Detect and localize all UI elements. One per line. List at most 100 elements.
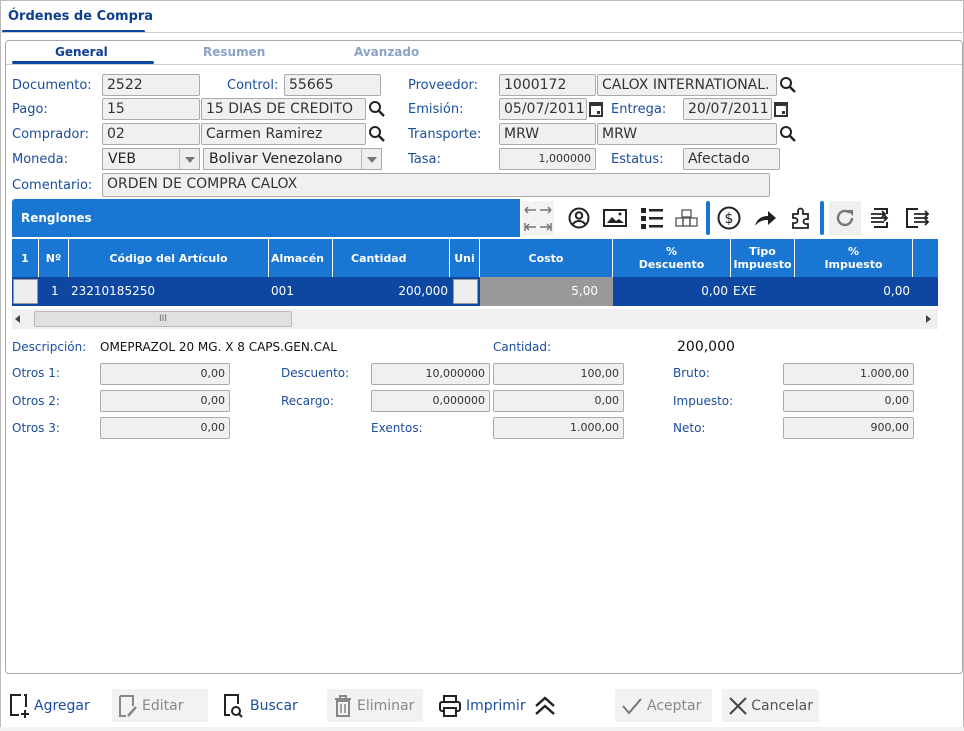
comentario-input[interactable]: ORDEN DE COMPRA CALOX bbox=[102, 173, 770, 197]
otros2-label: Otros 2: bbox=[12, 394, 60, 408]
comprador-name-input[interactable]: Carmen Ramirez bbox=[201, 123, 366, 145]
horizontal-scrollbar[interactable]: III bbox=[12, 309, 938, 329]
recargo-label: Recargo: bbox=[281, 394, 334, 408]
column-header[interactable]: Nº bbox=[39, 239, 69, 277]
tab-resumen[interactable]: Resumen bbox=[203, 45, 266, 59]
editar-label: Editar bbox=[142, 697, 184, 714]
search-icon[interactable] bbox=[368, 125, 386, 143]
recargo-pct-input[interactable]: 0,000000 bbox=[371, 390, 490, 412]
window-tab-underline bbox=[2, 30, 145, 33]
column-header[interactable]: % Impuesto bbox=[795, 239, 913, 277]
aceptar-button[interactable]: Aceptar bbox=[615, 689, 712, 722]
pago-code-input[interactable]: 15 bbox=[102, 98, 200, 120]
eliminar-button[interactable]: Eliminar bbox=[327, 689, 423, 722]
column-header[interactable]: Cantidad bbox=[333, 239, 450, 277]
descuento-label: Descuento: bbox=[281, 366, 350, 380]
cell-descuento[interactable]: 0,00 bbox=[701, 284, 728, 298]
moneda-name-select[interactable]: Bolivar Venezolano bbox=[203, 148, 382, 170]
calendar-icon[interactable] bbox=[774, 101, 788, 117]
editar-button[interactable]: Editar bbox=[112, 689, 208, 722]
share-icon[interactable] bbox=[749, 201, 781, 235]
cell-codigo[interactable]: 23210185250 bbox=[71, 284, 155, 298]
exentos-label: Exentos: bbox=[371, 421, 423, 435]
column-header[interactable]: % Descuento bbox=[613, 239, 731, 277]
scrollbar-thumb[interactable]: III bbox=[34, 311, 292, 327]
bruto-input[interactable]: 1.000,00 bbox=[783, 363, 914, 385]
tab-avanzado[interactable]: Avanzado bbox=[354, 45, 420, 59]
tasa-input[interactable]: 1,000000 bbox=[499, 148, 596, 170]
dollar-icon[interactable]: $ bbox=[713, 201, 745, 235]
cell-costo[interactable]: 5,00 bbox=[480, 277, 613, 306]
scroll-right-icon[interactable] bbox=[926, 315, 931, 323]
status-strip bbox=[0, 727, 964, 731]
otros3-input[interactable]: 0,00 bbox=[100, 417, 230, 439]
column-header[interactable]: 1 bbox=[12, 239, 39, 277]
proveedor-name-input[interactable]: CALOX INTERNATIONAL. bbox=[597, 74, 777, 96]
cancelar-button[interactable]: Cancelar bbox=[722, 689, 819, 722]
descuento-pct-input[interactable]: 10,000000 bbox=[371, 363, 490, 385]
user-icon[interactable] bbox=[563, 201, 595, 235]
cell-tipo-impuesto[interactable]: EXE bbox=[733, 284, 757, 298]
transporte-code-input[interactable]: MRW bbox=[499, 123, 596, 145]
list-icon[interactable] bbox=[636, 201, 668, 235]
entrega-date-input[interactable]: 20/07/2011 bbox=[683, 98, 772, 120]
exentos-input[interactable]: 1.000,00 bbox=[493, 417, 624, 439]
check-icon bbox=[622, 697, 642, 715]
chevron-down-icon bbox=[361, 149, 381, 169]
edit-icon bbox=[119, 694, 137, 717]
column-header[interactable]: Uni bbox=[450, 239, 480, 277]
cell-almacen[interactable]: 001 bbox=[271, 284, 294, 298]
cell-impuesto[interactable]: 0,00 bbox=[883, 284, 910, 298]
column-header[interactable]: Código del Artículo bbox=[69, 239, 269, 277]
estatus-label: Estatus: bbox=[611, 152, 664, 167]
calendar-icon[interactable] bbox=[589, 101, 603, 117]
imprimir-button[interactable]: Imprimir bbox=[432, 689, 532, 722]
otros1-label: Otros 1: bbox=[12, 366, 60, 380]
import-icon[interactable] bbox=[865, 201, 897, 235]
cell-cantidad[interactable]: 200,000 bbox=[398, 284, 448, 298]
control-label: Control: bbox=[227, 78, 279, 93]
search-icon[interactable] bbox=[368, 100, 386, 118]
neto-input[interactable]: 900,00 bbox=[783, 417, 914, 439]
image-icon[interactable] bbox=[599, 201, 631, 235]
pago-name-input[interactable]: 15 DIAS DE CREDITO bbox=[201, 98, 366, 120]
svg-text:$: $ bbox=[725, 211, 734, 227]
puzzle-icon[interactable] bbox=[785, 201, 817, 235]
window-tab-title[interactable]: Órdenes de Compra bbox=[8, 9, 154, 24]
estatus-input[interactable]: Afectado bbox=[683, 148, 780, 170]
column-header[interactable]: Tipo Impuesto bbox=[731, 239, 795, 277]
column-header[interactable]: Costo bbox=[480, 239, 613, 277]
otros2-input[interactable]: 0,00 bbox=[100, 390, 230, 412]
emision-date-input[interactable]: 05/07/2011 bbox=[499, 98, 587, 120]
comprador-code-input[interactable]: 02 bbox=[102, 123, 200, 145]
scroll-left-icon[interactable] bbox=[15, 315, 20, 323]
moneda-name-value: Bolivar Venezolano bbox=[209, 151, 343, 167]
buscar-button[interactable]: Buscar bbox=[216, 689, 304, 722]
impuesto-input[interactable]: 0,00 bbox=[783, 390, 914, 412]
otros3-label: Otros 3: bbox=[12, 421, 60, 435]
agregar-button[interactable]: Agregar bbox=[2, 689, 96, 722]
search-icon[interactable] bbox=[779, 76, 797, 94]
main-panel bbox=[5, 40, 963, 674]
otros1-input[interactable]: 0,00 bbox=[100, 363, 230, 385]
control-input[interactable]: 55665 bbox=[284, 74, 381, 96]
printer-icon bbox=[439, 694, 461, 717]
row-selector-checkbox[interactable] bbox=[13, 279, 38, 304]
cell-unidad[interactable] bbox=[453, 279, 478, 304]
moneda-code-select[interactable]: VEB bbox=[102, 148, 200, 170]
descuento-input[interactable]: 100,00 bbox=[493, 363, 624, 385]
expand-collapse-icon[interactable] bbox=[522, 201, 554, 235]
descripcion-value: OMEPRAZOL 20 MG. X 8 CAPS.GEN.CAL bbox=[100, 340, 337, 354]
recargo-input[interactable]: 0,00 bbox=[493, 390, 624, 412]
tab-general[interactable]: General bbox=[55, 45, 108, 59]
documento-input[interactable]: 2522 bbox=[102, 74, 200, 96]
transporte-label: Transporte: bbox=[408, 127, 482, 142]
refresh-icon[interactable] bbox=[829, 201, 861, 235]
boxes-icon[interactable] bbox=[671, 201, 703, 235]
export-icon[interactable] bbox=[901, 201, 933, 235]
double-chevron-up-icon[interactable] bbox=[533, 694, 557, 720]
column-header[interactable]: Almacén bbox=[269, 239, 333, 277]
search-icon[interactable] bbox=[779, 125, 797, 143]
proveedor-code-input[interactable]: 1000172 bbox=[499, 74, 596, 96]
transporte-name-input[interactable]: MRW bbox=[597, 123, 777, 145]
